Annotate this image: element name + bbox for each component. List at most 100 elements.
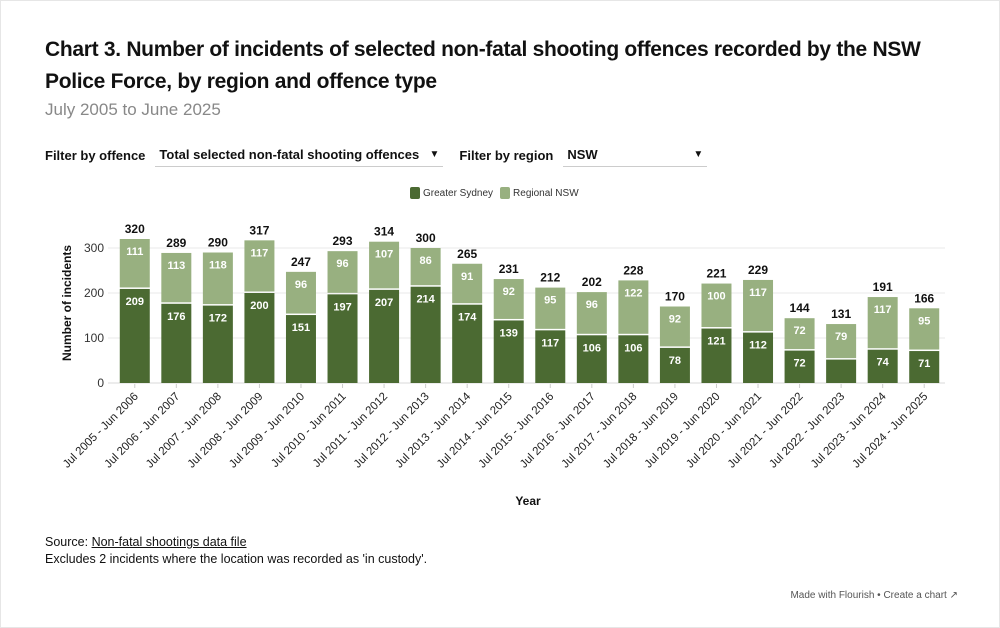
data-label-total: 191 (873, 280, 893, 294)
made-with-flourish-link[interactable]: Made with Flourish (790, 590, 875, 601)
bar-greater-sydney (161, 303, 192, 383)
x-tick-label: Jul 2016 - Jun 2017 (518, 391, 598, 471)
bar-greater-sydney (909, 351, 940, 383)
data-label-total: 229 (748, 263, 768, 277)
bar-regional-nsw (867, 297, 898, 349)
x-tick-label: Jul 2006 - Jun 2007 (103, 391, 183, 471)
bar-regional-nsw (576, 292, 607, 334)
bar-regional-nsw (161, 252, 192, 303)
data-label-regional-nsw: 122 (624, 287, 642, 299)
region-filter-select[interactable]: NSW ▼ (563, 143, 708, 167)
x-tick-label: Jul 2012 - Jun 2013 (352, 391, 432, 471)
data-label-regional-nsw: 96 (336, 258, 348, 270)
data-label-greater-sydney: 207 (375, 297, 393, 309)
data-label-total: 131 (831, 307, 851, 321)
source-link[interactable]: Non-fatal shootings data file (91, 535, 247, 549)
offence-filter-select[interactable]: Total selected non-fatal shooting offenc… (155, 143, 444, 167)
x-tick-label: Jul 2008 - Jun 2009 (186, 391, 266, 471)
data-label-regional-nsw: 113 (167, 260, 185, 272)
region-filter-value: NSW (567, 147, 598, 162)
data-label-total: 166 (914, 291, 934, 305)
y-tick-label: 200 (84, 286, 104, 300)
data-label-regional-nsw: 95 (544, 295, 556, 307)
data-label-regional-nsw: 117 (251, 247, 269, 259)
x-tick-label: Jul 2018 - Jun 2019 (601, 391, 681, 471)
bar-regional-nsw (410, 248, 441, 286)
legend-label: Greater Sydney (423, 187, 494, 199)
data-label-regional-nsw: 91 (461, 271, 473, 283)
bar-regional-nsw (535, 287, 566, 329)
data-label-greater-sydney: 197 (333, 301, 351, 313)
bar-greater-sydney (743, 332, 774, 383)
data-label-greater-sydney: 121 (707, 336, 725, 348)
offence-filter-label: Filter by offence (45, 147, 146, 163)
x-tick-label: Jul 2022 - Jun 2023 (767, 391, 847, 471)
data-label-total: 293 (333, 234, 353, 248)
data-label-greater-sydney: 71 (918, 358, 930, 370)
data-label-total: 265 (457, 247, 477, 261)
data-label-greater-sydney: 106 (583, 342, 601, 354)
data-label-total: 202 (582, 275, 602, 289)
data-label-regional-nsw: 96 (295, 279, 307, 291)
x-tick-label: Jul 2024 - Jun 2025 (850, 391, 930, 471)
data-label-greater-sydney: 174 (458, 312, 477, 324)
offence-filter-value: Total selected non-fatal shooting offenc… (159, 147, 420, 162)
data-label-greater-sydney: 74 (877, 357, 890, 369)
data-label-greater-sydney: 78 (669, 355, 681, 367)
bar-regional-nsw (202, 252, 233, 305)
exclusion-note: Excludes 2 incidents where the location … (45, 552, 428, 566)
data-label-total: 289 (166, 236, 186, 250)
data-label-total: 320 (125, 222, 145, 236)
data-label-total: 314 (374, 225, 394, 239)
bar-regional-nsw (909, 308, 940, 350)
gridlines (108, 247, 945, 384)
data-label-regional-nsw: 92 (669, 314, 681, 326)
bar-regional-nsw (452, 263, 483, 304)
y-tick-label: 0 (97, 376, 104, 390)
bar-regional-nsw (244, 240, 275, 292)
x-tick-label: Jul 2005 - Jun 2006 (61, 391, 141, 471)
data-label-total: 144 (790, 301, 810, 315)
bar-greater-sydney (369, 289, 400, 383)
bar-greater-sydney (202, 305, 233, 383)
chevron-down-icon: ▼ (693, 149, 704, 160)
data-label-total: 300 (416, 231, 436, 245)
bar-regional-nsw (369, 241, 400, 289)
bar-greater-sydney (826, 359, 857, 383)
bar-regional-nsw (285, 271, 316, 314)
bar-regional-nsw (701, 283, 732, 328)
y-axis-title: Number of incidents (60, 245, 74, 361)
bar-greater-sydney (618, 335, 649, 383)
data-label-regional-nsw: 118 (209, 260, 227, 272)
data-label-regional-nsw: 72 (793, 325, 805, 337)
create-chart-link[interactable]: Create a chart (883, 590, 947, 601)
data-label-greater-sydney: 112 (749, 340, 767, 352)
bar-greater-sydney (659, 347, 690, 383)
data-label-greater-sydney: 117 (541, 337, 559, 349)
data-label-greater-sydney: 151 (292, 322, 310, 334)
legend-item-greater-sydney[interactable]: Greater Sydney (410, 187, 493, 199)
chevron-down-icon: ▼ (429, 149, 440, 160)
external-link-icon: ↗ (949, 590, 958, 601)
bar-greater-sydney (452, 304, 483, 383)
data-label-regional-nsw: 92 (503, 286, 515, 298)
legend-item-regional-nsw[interactable]: Regional NSW (500, 187, 579, 199)
data-label-regional-nsw: 79 (835, 331, 847, 343)
bar-greater-sydney (576, 335, 607, 383)
data-label-total: 212 (540, 271, 560, 285)
data-label-total: 170 (665, 290, 685, 304)
x-tick-label: Jul 2009 - Jun 2010 (227, 391, 307, 471)
bar-greater-sydney (327, 294, 358, 383)
legend-swatch-regional-nsw (500, 187, 511, 199)
data-label-regional-nsw: 96 (586, 299, 598, 311)
bar-greater-sydney (493, 320, 524, 383)
x-axis-title: Year (515, 494, 541, 508)
x-tick-label: Jul 2020 - Jun 2021 (684, 391, 764, 471)
bar-regional-nsw (826, 324, 857, 359)
source-note: Source: Non-fatal shootings data file Ex… (45, 534, 427, 568)
x-tick-label: Jul 2010 - Jun 2011 (269, 391, 348, 470)
bar-regional-nsw (743, 279, 774, 332)
data-label-greater-sydney: 172 (209, 313, 227, 325)
data-label-regional-nsw: 95 (918, 315, 930, 327)
